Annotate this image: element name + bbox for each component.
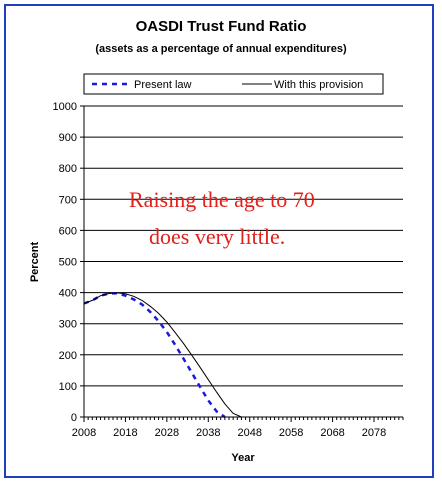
y-tick-label: 0 <box>71 412 77 424</box>
y-tick-label: 600 <box>59 225 77 237</box>
y-axis-label: Percent <box>29 241 41 282</box>
y-tick-label: 800 <box>59 163 77 175</box>
series-line-present-law <box>83 291 226 419</box>
x-tick-label: 2048 <box>237 427 261 439</box>
y-axis-ticks: 0 100 200 300 400 500 600 700 800 900 1000 <box>53 101 84 424</box>
y-tick-label: 300 <box>59 319 77 331</box>
y-tick-label: 400 <box>59 288 77 300</box>
y-tick-label: 900 <box>59 132 77 144</box>
y-tick-label: 700 <box>59 194 77 206</box>
gridlines <box>84 105 403 387</box>
x-tick-label: 2038 <box>196 427 220 439</box>
series-lines <box>83 291 242 419</box>
x-tick-label: 2008 <box>72 427 96 439</box>
x-tick-label: 2078 <box>362 427 386 439</box>
series-line-with-this-provision <box>83 292 242 418</box>
x-tick-label: 2028 <box>155 427 179 439</box>
x-tick-label: 2068 <box>320 427 344 439</box>
annotation-line-1: Raising the age to 70 <box>129 187 315 212</box>
x-tick-label: 2058 <box>279 427 303 439</box>
legend: Present law With this provision <box>83 73 384 95</box>
chart-title: OASDI Trust Fund Ratio <box>136 18 307 35</box>
y-tick-label: 100 <box>59 381 77 393</box>
x-axis-label: Year <box>231 452 255 464</box>
legend-box <box>83 73 384 95</box>
x-axis-ticks: 2008 2018 2028 2038 2048 2058 2068 2078 <box>72 417 404 439</box>
x-tick-label: 2018 <box>113 427 137 439</box>
chart-subtitle: (assets as a percentage of annual expend… <box>95 43 347 55</box>
legend-label-with-provision: With this provision <box>274 79 363 91</box>
y-tick-label: 1000 <box>53 101 77 113</box>
annotation-line-2: does very little. <box>149 224 285 249</box>
legend-label-present-law: Present law <box>134 79 192 91</box>
y-tick-label: 200 <box>59 350 77 362</box>
y-tick-label: 500 <box>59 257 77 269</box>
